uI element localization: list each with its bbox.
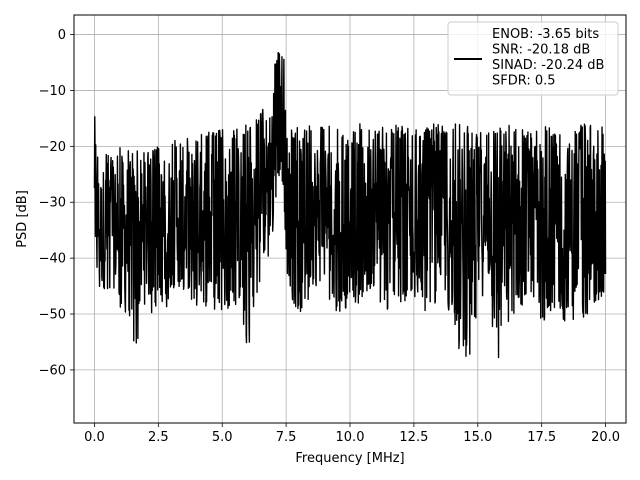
x-tick-label: 12.5 [399, 430, 428, 445]
x-axis-ticks: 0.0 2.5 5.0 7.5 10.0 12.5 15.0 17.5 20.0 [84, 423, 620, 445]
y-tick-label: −30 [39, 196, 66, 211]
y-tick-label: −40 [39, 252, 66, 267]
y-tick-label: −20 [39, 140, 66, 155]
x-tick-label: 7.5 [276, 430, 297, 445]
psd-series [93, 51, 607, 359]
y-tick-label: 0 [58, 28, 66, 43]
y-tick-label: −60 [39, 363, 66, 378]
x-tick-label: 2.5 [148, 430, 169, 445]
y-axis-ticks: 0 −10 −20 −30 −40 −50 −60 [39, 28, 74, 378]
y-tick-label: −10 [39, 84, 66, 99]
y-axis-label: PSD [dB] [15, 190, 30, 248]
x-tick-label: 17.5 [527, 430, 556, 445]
x-tick-label: 15.0 [463, 430, 492, 445]
x-tick-label: 20.0 [591, 430, 620, 445]
legend: ENOB: -3.65 bits SNR: -20.18 dB SINAD: -20… [447, 21, 619, 96]
x-tick-label: 5.0 [212, 430, 233, 445]
x-tick-label: 10.0 [336, 430, 365, 445]
legend-box [447, 21, 619, 96]
psd-trace [93, 51, 607, 359]
x-tick-label: 0.0 [84, 430, 105, 445]
y-tick-label: −50 [39, 308, 66, 323]
x-axis-label: Frequency [MHz] [295, 451, 404, 466]
legend-entry-label: ENOB: -3.65 bits SNR: -20.18 dB SINAD: -20… [492, 27, 604, 89]
